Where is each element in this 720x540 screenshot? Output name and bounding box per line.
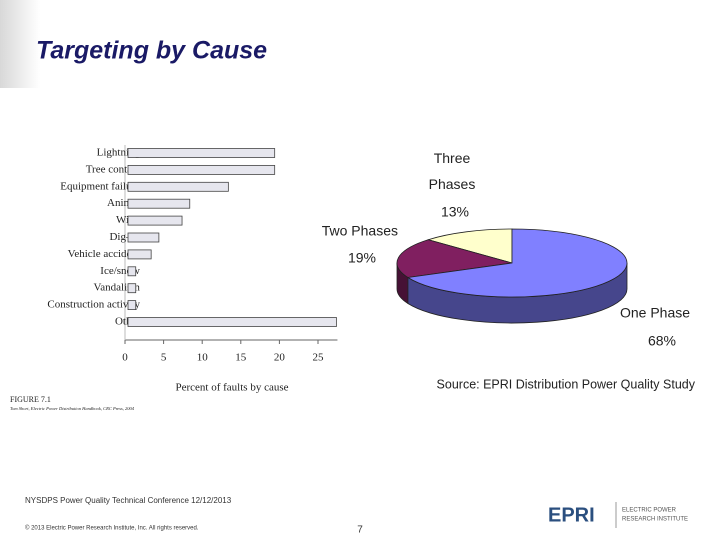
citation: Tom Short, Electric Power Distribution H… [10, 406, 135, 412]
footer-conference: NYSDPS Power Quality Technical Conferenc… [25, 496, 232, 505]
bar [127, 283, 137, 294]
bar [127, 266, 137, 277]
footer-copyright: © 2013 Electric Power Research Institute… [25, 525, 199, 532]
slide-title: Targeting by Cause [36, 37, 267, 65]
page-number: 7 [357, 525, 363, 536]
bar [127, 148, 276, 158]
logo-text: ELECTRIC POWER [622, 508, 677, 514]
pie-slice [406, 228, 628, 298]
figure-label: FIGURE 7.1 [10, 395, 51, 404]
slice-label: Two Phases [322, 223, 398, 239]
value-label: 19% [348, 250, 376, 266]
category-label: Vehicle accident [68, 248, 140, 260]
logo: EPRI [548, 504, 595, 526]
value-label: 68% [648, 333, 676, 349]
x-tick-label: 10 [197, 352, 209, 364]
category-label: Equipment failure [60, 180, 140, 192]
bar [127, 317, 337, 327]
bar [127, 232, 160, 243]
bar [127, 300, 137, 311]
x-tick-label: 20 [274, 352, 286, 364]
bar [127, 198, 191, 209]
bar [127, 249, 152, 260]
x-tick-label: 25 [313, 352, 325, 364]
category-label: Construction activity [47, 299, 140, 311]
title-strip [0, 0, 40, 88]
pie-slice [396, 239, 513, 278]
x-tick-label: 0 [122, 352, 128, 364]
bar [127, 164, 276, 175]
bar [127, 215, 183, 226]
x-tick-label: 15 [235, 352, 247, 364]
x-axis-label: Percent of faults by cause [175, 382, 288, 394]
category-label: Tree contact [86, 163, 140, 175]
x-tick-label: 5 [161, 352, 167, 364]
slice-label: Three Phases [429, 150, 476, 192]
pie-slice [426, 228, 513, 264]
logo-text: RESEARCH INSTITUTE [622, 517, 688, 523]
bar [127, 181, 229, 192]
slice-label: One Phase [620, 305, 690, 321]
source-note: Source: EPRI Distribution Power Quality … [437, 377, 696, 391]
value-label: 13% [441, 204, 469, 220]
